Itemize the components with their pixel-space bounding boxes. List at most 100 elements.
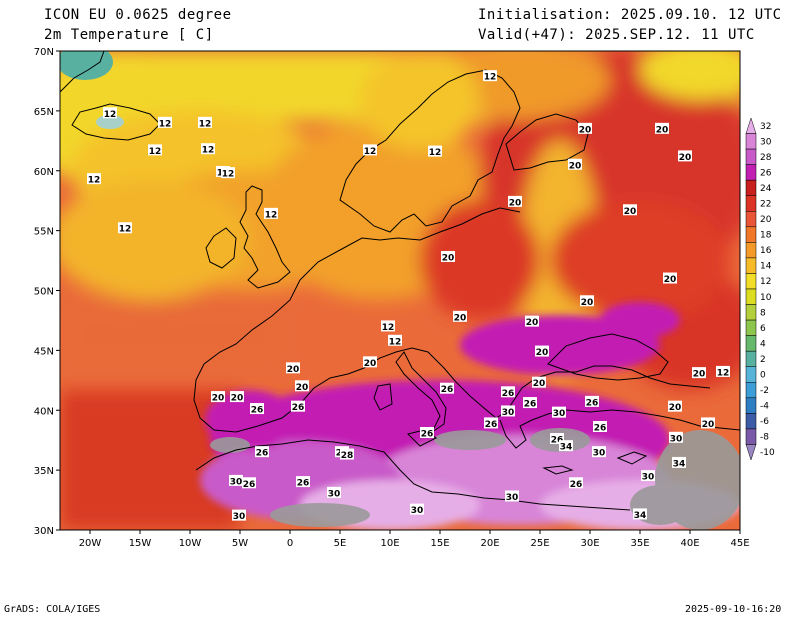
colorbar-label: -8 [760, 433, 769, 443]
colorbar-swatch [745, 133, 757, 150]
colorbar-label: 2 [760, 355, 766, 365]
contour-label: 20 [508, 195, 522, 208]
colorbar-swatch [745, 428, 757, 445]
lat-tick-label: 35N [34, 466, 54, 477]
colorbar-label: 20 [760, 215, 772, 225]
colorbar-swatch [745, 444, 757, 461]
contour-label: 12 [158, 116, 172, 129]
contour-label: 30 [592, 446, 606, 459]
svg-text:28: 28 [341, 451, 354, 461]
valid-time: Valid(+47): 2025.SEP.12. 11 UTC [478, 27, 755, 43]
colorbar-swatch [745, 413, 757, 430]
colorbar-swatch [745, 382, 757, 399]
svg-text:12: 12 [159, 119, 172, 129]
lon-tick-label: 5W [232, 538, 248, 549]
contour-label: 30 [327, 486, 341, 499]
svg-text:20: 20 [509, 198, 522, 208]
svg-text:34: 34 [673, 459, 686, 469]
svg-text:20: 20 [656, 125, 669, 135]
svg-text:26: 26 [570, 480, 583, 490]
colorbar-label: 18 [760, 231, 772, 241]
lat-tick-label: 45N [34, 346, 54, 357]
colorbar-label: 12 [760, 277, 771, 287]
colorbar-label: 28 [760, 153, 772, 163]
contour-label: 30 [641, 470, 655, 483]
contour-label: 20 [525, 315, 539, 328]
svg-text:30: 30 [593, 449, 606, 459]
contour-label: 28 [340, 448, 354, 461]
lat-tick-label: 30N [34, 526, 54, 537]
contour-label: 26 [484, 417, 498, 430]
contour-label: 12 [118, 222, 132, 235]
svg-text:26: 26 [297, 479, 310, 489]
svg-text:12: 12 [222, 170, 235, 180]
svg-text:26: 26 [586, 398, 599, 408]
map-field [60, 51, 740, 530]
contour-label: 12 [87, 173, 101, 186]
svg-text:20: 20 [679, 153, 692, 163]
svg-text:30: 30 [502, 408, 515, 418]
contour-label: 26 [255, 446, 269, 459]
lat-tick-label: 55N [34, 227, 54, 238]
svg-text:12: 12 [364, 147, 377, 157]
contour-label: 12 [381, 320, 395, 333]
contour-label: 30 [505, 490, 519, 503]
svg-text:20: 20 [569, 161, 582, 171]
lon-tick-label: 5E [334, 538, 347, 549]
lat-tick-label: 60N [34, 167, 54, 178]
svg-text:26: 26 [292, 403, 305, 413]
svg-text:26: 26 [441, 385, 454, 395]
svg-text:26: 26 [256, 449, 269, 459]
contour-label: 26 [550, 432, 564, 445]
colorbar-swatch [745, 319, 757, 336]
svg-text:20: 20 [702, 420, 715, 430]
colorbar-swatch [745, 350, 757, 367]
contour-label: 26 [585, 395, 599, 408]
contour-label: 30 [669, 431, 683, 444]
colorbar-swatch [745, 179, 757, 196]
colorbar-label: 22 [760, 200, 771, 210]
svg-text:20: 20 [212, 394, 225, 404]
footer-credit: GrADS: COLA/IGES [4, 604, 101, 615]
svg-text:20: 20 [536, 348, 549, 358]
svg-text:26: 26 [502, 389, 515, 399]
svg-text:26: 26 [485, 420, 498, 430]
svg-text:30: 30 [328, 489, 341, 499]
svg-text:20: 20 [693, 370, 706, 380]
colorbar-swatch [745, 304, 757, 321]
colorbar-swatch [745, 117, 757, 134]
colorbar-swatch [745, 366, 757, 383]
svg-text:20: 20 [624, 207, 637, 217]
colorbar-swatch [745, 226, 757, 243]
contour-label: 12 [201, 143, 215, 156]
svg-text:12: 12 [265, 210, 278, 220]
contour-labels: 12 12 12 12 12 12 12 12 12 12 12 12 12 20 20 20 20 20 20 20… [87, 70, 730, 522]
svg-text:12: 12 [429, 148, 442, 158]
svg-text:12: 12 [389, 337, 402, 347]
contour-label: 34 [633, 508, 647, 521]
svg-text:30: 30 [411, 506, 424, 516]
contour-label: 26 [440, 382, 454, 395]
contour-label: 20 [286, 362, 300, 375]
svg-text:20: 20 [231, 394, 244, 404]
contour-label: 20 [692, 367, 706, 380]
contour-label: 20 [655, 122, 669, 135]
svg-text:26: 26 [594, 424, 607, 434]
colorbar-label: -4 [760, 402, 769, 412]
contour-label: 12 [264, 207, 278, 220]
svg-text:30: 30 [642, 473, 655, 483]
contour-label: 12 [388, 334, 402, 347]
contour-label: 30 [410, 503, 424, 516]
svg-text:12: 12 [382, 323, 395, 333]
contour-label: 34 [559, 440, 573, 453]
model-title: ICON EU 0.0625 degree [44, 7, 232, 23]
contour-label: 20 [578, 122, 592, 135]
colorbar-swatch [745, 397, 757, 414]
contour-label: 12 [483, 70, 497, 83]
svg-text:34: 34 [634, 511, 647, 521]
lon-tick-label: 15E [430, 538, 449, 549]
contour-label: 26 [593, 421, 607, 434]
svg-text:20: 20 [669, 403, 682, 413]
